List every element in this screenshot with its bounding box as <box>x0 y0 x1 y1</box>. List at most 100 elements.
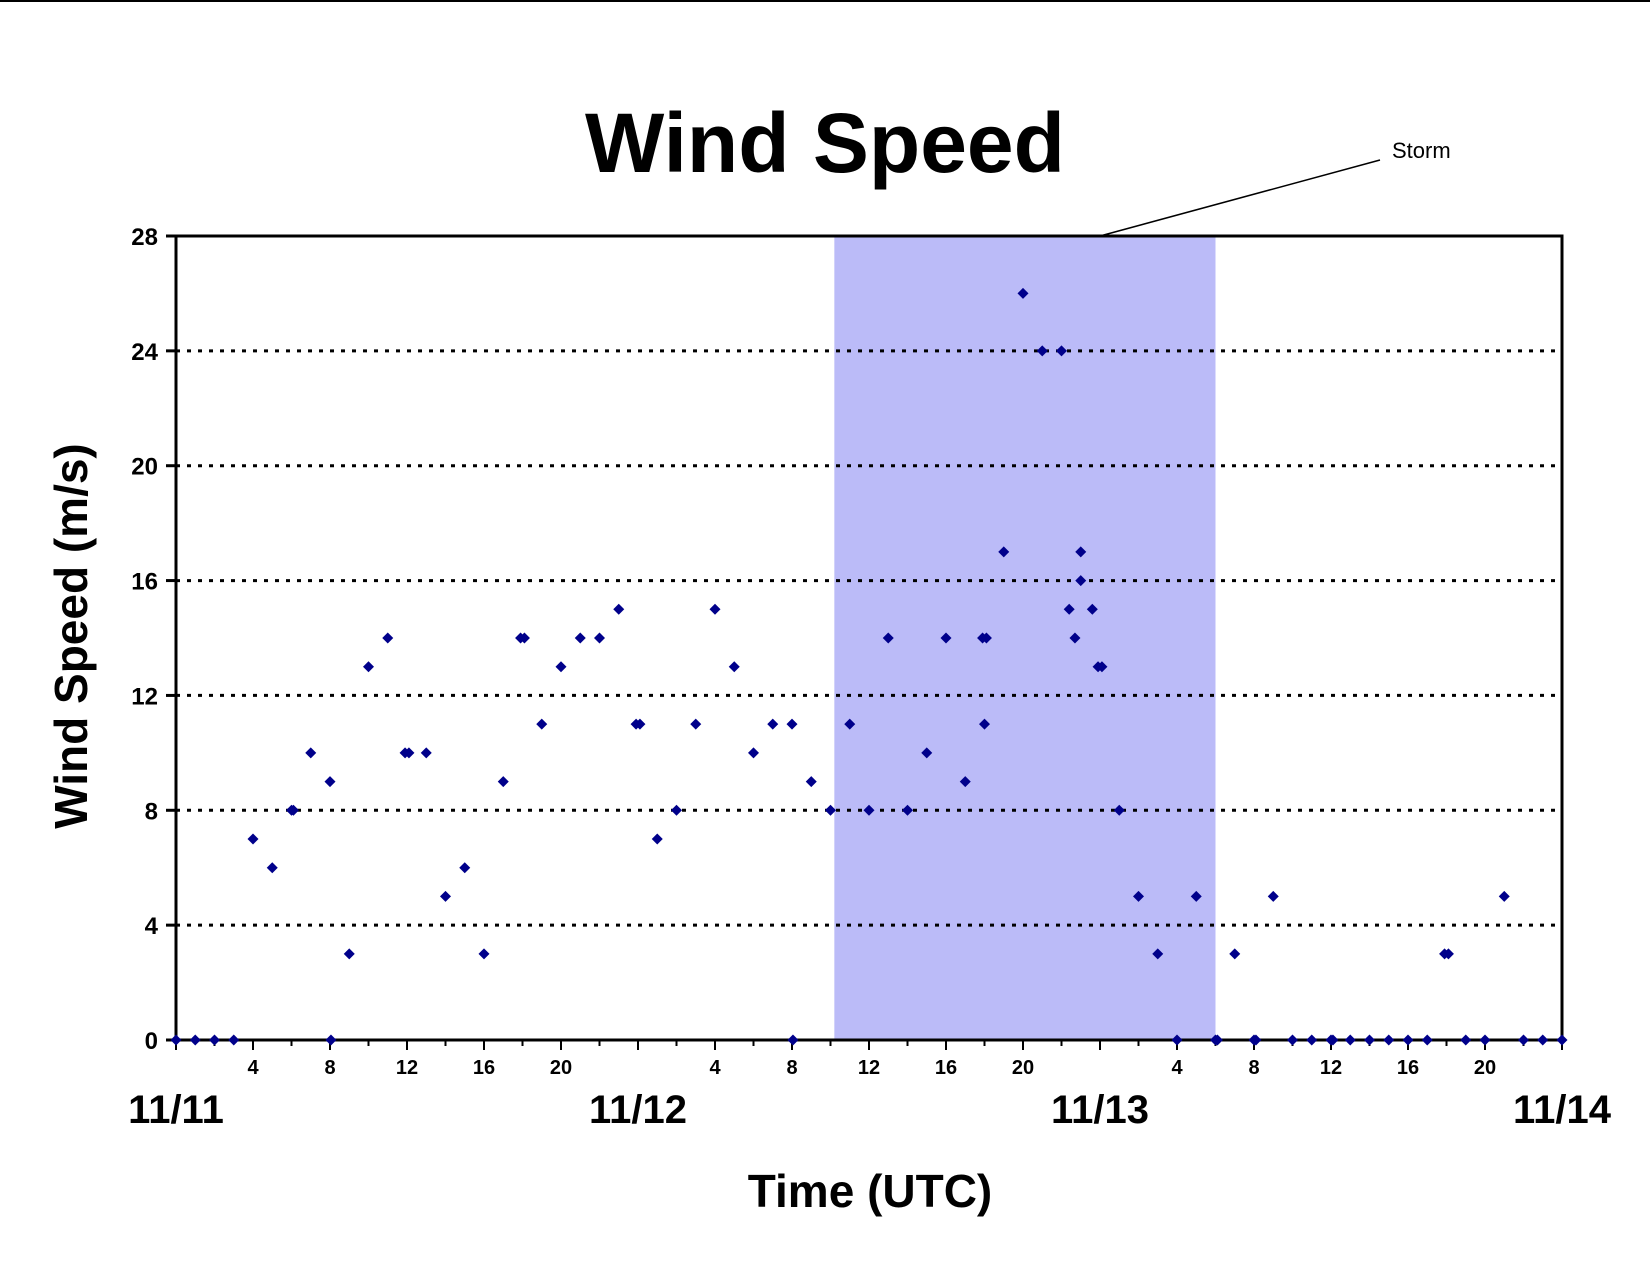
y-tick-label-28: 28 <box>131 224 158 251</box>
data-point-4 <box>247 833 259 845</box>
data-point-50 <box>979 718 990 730</box>
data-point-30 <box>651 833 663 845</box>
data-point-89 <box>1556 1034 1568 1046</box>
data-point-25 <box>574 632 586 644</box>
data-point-76 <box>1327 1034 1339 1046</box>
data-point-9 <box>324 776 336 788</box>
data-point-83 <box>1442 948 1454 960</box>
x-tick-label-12: 12 <box>396 1057 418 1079</box>
storm-shaded-region <box>834 236 1216 1040</box>
data-point-49 <box>980 632 992 644</box>
data-point-52 <box>1017 287 1029 299</box>
x-tick-label-36: 12 <box>858 1057 880 1079</box>
data-point-13 <box>382 632 394 644</box>
y-tick-label-12: 12 <box>131 683 158 710</box>
data-point-55 <box>1063 603 1075 615</box>
data-point-31 <box>671 804 682 816</box>
data-point-69 <box>1229 948 1241 960</box>
data-point-3 <box>228 1034 240 1046</box>
data-point-17 <box>440 890 451 902</box>
data-point-74 <box>1306 1034 1318 1046</box>
data-point-84 <box>1460 1034 1472 1046</box>
data-point-66 <box>1190 890 1202 902</box>
data-point-53 <box>1036 345 1048 357</box>
data-point-44 <box>902 804 913 816</box>
x-tick-label-56: 8 <box>1248 1057 1259 1079</box>
data-point-10 <box>325 1034 337 1046</box>
data-point-32 <box>690 718 702 730</box>
data-point-43 <box>882 632 894 644</box>
data-point-42 <box>863 804 875 816</box>
data-point-87 <box>1518 1034 1529 1046</box>
y-tick-label-8: 8 <box>145 798 158 825</box>
x-tick-label-16: 16 <box>473 1057 495 1079</box>
x-tick-label-44: 20 <box>1012 1057 1034 1079</box>
x-tick-label-32: 8 <box>786 1057 797 1079</box>
data-point-71 <box>1250 1034 1262 1046</box>
data-point-1 <box>189 1034 201 1046</box>
y-tick-label-4: 4 <box>145 913 159 940</box>
x-tick-label-20: 20 <box>550 1057 572 1079</box>
data-point-35 <box>748 747 759 759</box>
date-label-11-13: 11/13 <box>1051 1088 1149 1132</box>
data-point-41 <box>844 718 856 730</box>
data-point-19 <box>478 948 490 960</box>
data-point-34 <box>728 661 740 673</box>
data-point-7 <box>287 804 299 816</box>
data-point-33 <box>709 603 721 615</box>
data-points <box>170 287 1568 1046</box>
y-axis-label: Wind Speed (m/s) <box>45 443 97 829</box>
data-point-72 <box>1267 890 1279 902</box>
x-tick-label-52: 4 <box>1171 1057 1183 1079</box>
chart-title: Wind Speed <box>585 96 1065 190</box>
data-point-18 <box>459 862 471 874</box>
data-point-15 <box>403 747 415 759</box>
data-point-65 <box>1171 1034 1183 1046</box>
data-point-51 <box>998 546 1010 558</box>
data-point-22 <box>518 632 530 644</box>
date-label-11-12: 11/12 <box>589 1088 687 1132</box>
storm-band <box>834 236 1216 1040</box>
data-point-11 <box>343 948 355 960</box>
data-point-64 <box>1152 948 1164 960</box>
data-point-12 <box>363 661 374 673</box>
data-point-40 <box>825 804 836 816</box>
x-tick-label-64: 16 <box>1397 1057 1419 1079</box>
x-tick-label-4: 4 <box>247 1057 259 1079</box>
data-point-38 <box>787 1034 799 1046</box>
top-border-line <box>0 0 1650 2</box>
x-axis-date-labels: 11/11 11/12 11/13 11/14 <box>128 1088 1612 1132</box>
data-point-57 <box>1075 546 1087 558</box>
data-point-58 <box>1075 575 1087 587</box>
data-point-29 <box>634 718 646 730</box>
date-label-11-14: 11/14 <box>1513 1088 1612 1132</box>
data-point-79 <box>1383 1034 1395 1046</box>
data-point-81 <box>1421 1034 1433 1046</box>
y-tick-label-24: 24 <box>131 339 158 366</box>
data-point-39 <box>805 776 817 788</box>
y-tick-label-16: 16 <box>131 569 158 596</box>
data-point-2 <box>209 1034 220 1046</box>
y-tick-label-20: 20 <box>131 454 158 481</box>
data-point-85 <box>1479 1034 1491 1046</box>
data-point-46 <box>940 632 952 644</box>
x-tick-label-68: 20 <box>1474 1057 1496 1079</box>
data-point-77 <box>1344 1034 1356 1046</box>
date-label-11-11: 11/11 <box>128 1088 224 1132</box>
data-point-37 <box>786 718 798 730</box>
data-point-27 <box>613 603 625 615</box>
data-point-24 <box>555 661 567 673</box>
x-axis-label: Time (UTC) <box>748 1165 993 1217</box>
data-point-61 <box>1096 661 1108 673</box>
data-point-56 <box>1069 632 1081 644</box>
data-point-5 <box>266 862 278 874</box>
x-tick-label-28: 4 <box>709 1057 721 1079</box>
data-point-0 <box>170 1034 182 1046</box>
data-point-8 <box>305 747 317 759</box>
data-point-26 <box>594 632 605 644</box>
y-axis-ticks: 0 4 8 12 16 20 24 28 <box>131 224 176 1055</box>
data-point-63 <box>1133 890 1144 902</box>
data-point-62 <box>1113 804 1125 816</box>
gridlines <box>176 349 1562 927</box>
data-point-59 <box>1086 603 1098 615</box>
